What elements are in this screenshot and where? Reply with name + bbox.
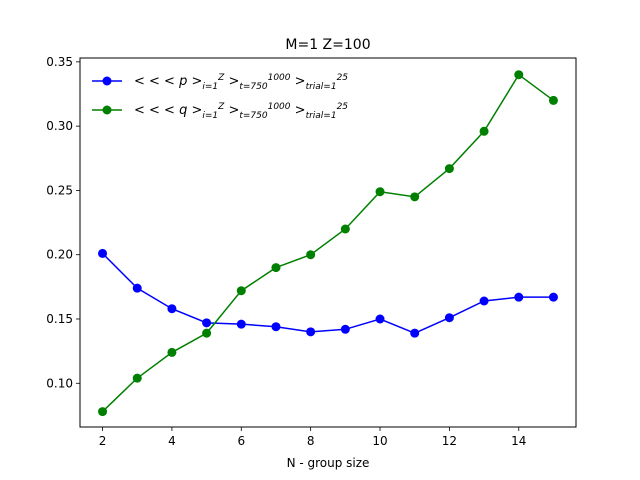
data-point [271, 322, 281, 332]
x-tick-label: 14 [511, 434, 526, 448]
data-point [548, 292, 558, 302]
legend-marker [102, 105, 112, 115]
y-tick-label: 0.15 [46, 312, 73, 326]
x-axis-label: N - group size [287, 456, 370, 470]
y-tick-label: 0.20 [46, 248, 73, 262]
data-point [479, 126, 489, 136]
data-point [236, 319, 246, 329]
data-point [410, 192, 420, 202]
data-point [479, 296, 489, 306]
data-point [444, 164, 454, 174]
chart-title: M=1 Z=100 [285, 37, 370, 53]
y-tick-label: 0.35 [46, 55, 73, 69]
y-tick-label: 0.30 [46, 119, 73, 133]
data-point [98, 248, 108, 258]
data-point [548, 95, 558, 105]
legend: < < < p >i=1Z >t=7501000 >trial=125 < < … [92, 73, 348, 121]
legend-item: < < < q >i=1Z >t=7501000 >trial=125 [92, 102, 348, 121]
data-point [202, 328, 212, 338]
data-point [340, 224, 350, 234]
data-point [375, 314, 385, 324]
series-line [102, 252, 554, 334]
legend-item: < < < p >i=1Z >t=7501000 >trial=125 [92, 73, 348, 92]
data-point [98, 407, 108, 417]
x-tick-label: 10 [372, 434, 387, 448]
data-point [271, 263, 281, 273]
data-point [340, 324, 350, 334]
series-q [98, 70, 558, 417]
data-point [514, 70, 524, 80]
data-point [306, 327, 316, 337]
x-tick-label: 8 [307, 434, 315, 448]
y-axis-ticks: 0.10 0.15 0.20 0.25 0.30 0.35 [46, 55, 80, 390]
data-point [236, 286, 246, 296]
x-axis-ticks: 2 4 6 8 10 12 14 [99, 427, 526, 448]
data-point [375, 187, 385, 197]
y-tick-label: 0.10 [46, 376, 73, 390]
data-point [514, 292, 524, 302]
data-point [410, 328, 420, 338]
legend-label: < < < p >i=1Z >t=7501000 >trial=125 [134, 73, 348, 92]
x-tick-label: 6 [237, 434, 245, 448]
plot-frame [79, 57, 577, 428]
legend-marker [102, 76, 112, 86]
x-tick-label: 4 [168, 434, 176, 448]
y-tick-label: 0.25 [46, 183, 73, 197]
x-tick-label: 12 [442, 434, 457, 448]
data-point [132, 373, 142, 383]
data-point [132, 283, 142, 293]
data-point [306, 250, 316, 260]
series-line [102, 73, 554, 413]
data-point [202, 318, 212, 328]
data-point [444, 313, 454, 323]
x-tick-label: 2 [99, 434, 107, 448]
series-p [98, 248, 558, 338]
series-layer [98, 70, 558, 417]
data-point [167, 347, 177, 357]
data-point [167, 304, 177, 314]
legend-label: < < < q >i=1Z >t=7501000 >trial=125 [134, 102, 348, 121]
